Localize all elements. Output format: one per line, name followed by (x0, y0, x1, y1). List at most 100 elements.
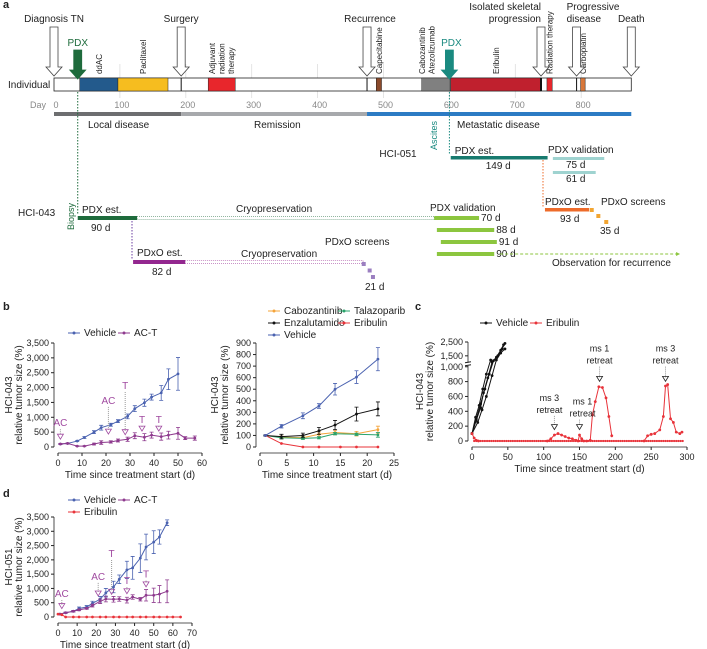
duration-label: 75 d (566, 160, 585, 171)
data-point (92, 442, 96, 446)
y-tick-label: 600 (448, 391, 463, 401)
data-point (646, 434, 649, 438)
data-point (159, 391, 163, 395)
x-tick-label: 60 (168, 628, 178, 638)
x-tick-label: 20 (362, 458, 372, 468)
data-point (660, 439, 663, 443)
data-point (589, 439, 592, 443)
data-point (567, 436, 571, 440)
data-point (71, 609, 75, 613)
data-point (614, 439, 618, 443)
treatment-label: Radiation therapy (546, 11, 555, 74)
treatment-label: radiation (218, 43, 227, 74)
data-point (578, 439, 581, 443)
y-tick-label: 3,000 (26, 353, 49, 363)
data-point (144, 615, 148, 619)
data-point (509, 439, 512, 443)
treatment-segment (546, 77, 553, 92)
x-tick-label: 200 (608, 452, 623, 462)
pdxo-screen-marker (604, 220, 609, 224)
data-point (642, 439, 646, 443)
y-axis-title: HCI-043 (4, 376, 15, 414)
pdxo-est-bar (133, 260, 186, 264)
series-line (471, 359, 492, 434)
data-point (576, 439, 579, 443)
data-point (591, 439, 594, 443)
data-point (563, 435, 567, 438)
data-point (116, 419, 120, 423)
data-point (280, 424, 283, 428)
data-point (490, 360, 494, 364)
data-point (658, 428, 662, 432)
data-point (501, 439, 504, 443)
data-point (117, 615, 121, 619)
data-point (649, 432, 653, 436)
legend-label: Vehicle (496, 318, 529, 329)
data-point (484, 372, 488, 376)
legend-label: Enzalutamide (284, 318, 345, 329)
series-ac-t (57, 579, 170, 616)
y-axis-title: HCI-051 (4, 548, 15, 586)
data-point (280, 442, 283, 445)
data-point (158, 615, 161, 619)
data-point (477, 403, 481, 407)
legend-marker (272, 333, 276, 337)
data-point (570, 437, 574, 441)
treatment-label: Carboplatin (579, 33, 588, 74)
data-point (503, 347, 507, 351)
data-point (376, 428, 380, 432)
day-tick-label: 600 (444, 100, 459, 110)
duration-label: 35 d (600, 226, 619, 237)
treatment-arrow-icon (138, 425, 146, 432)
data-point (333, 387, 337, 391)
y-tick-label: 0 (458, 436, 463, 446)
data-point (535, 439, 538, 443)
data-point (481, 387, 485, 391)
panel-label: b (3, 301, 10, 313)
data-point (528, 439, 532, 443)
data-point (619, 439, 622, 443)
data-point (179, 615, 182, 619)
data-point (112, 585, 115, 589)
duration-label: 82 d (152, 267, 171, 278)
pdxo-est-label: PDxO est. (137, 248, 183, 259)
legend-marker (122, 498, 126, 502)
legend-label: Vehicle (284, 330, 317, 341)
x-tick-label: 10 (309, 458, 319, 468)
series-eribulin (470, 383, 684, 443)
data-point (126, 437, 129, 441)
ascites-label: Ascites (429, 120, 439, 150)
legend-marker (342, 321, 346, 325)
y-axis-title: relative tumor size (%) (14, 345, 25, 444)
data-point (621, 439, 624, 443)
arrowhead-icon (676, 252, 681, 256)
data-point (664, 439, 667, 443)
data-point (472, 436, 476, 440)
disease-phase-label: Local disease (88, 120, 150, 131)
data-point (476, 421, 480, 424)
event-arrow (622, 26, 641, 77)
pdxo-screen-marker (589, 208, 594, 212)
data-point (548, 439, 551, 443)
data-point (317, 429, 321, 433)
event-arrow (172, 26, 191, 77)
data-point (482, 391, 485, 395)
data-point (165, 521, 169, 525)
axis-break-mark (464, 364, 472, 367)
event-label: Surgery (164, 14, 199, 25)
treatment-segment (376, 77, 382, 92)
treatment-arrow-icon (142, 581, 150, 588)
y-tick-label: 300 (236, 407, 251, 417)
data-point (552, 439, 555, 443)
pdxo-screen-marker (370, 275, 375, 279)
annotation-label: T (122, 381, 128, 392)
disease-phase-label: Remission (254, 120, 301, 131)
data-point (657, 439, 661, 443)
y-tick-label: 600 (236, 373, 251, 383)
data-point (376, 433, 380, 437)
data-point (176, 372, 180, 376)
data-point (578, 433, 581, 437)
data-point (556, 439, 560, 443)
treatment-segment (79, 77, 119, 92)
cryopreservation-label: Cryopreservation (241, 249, 317, 260)
